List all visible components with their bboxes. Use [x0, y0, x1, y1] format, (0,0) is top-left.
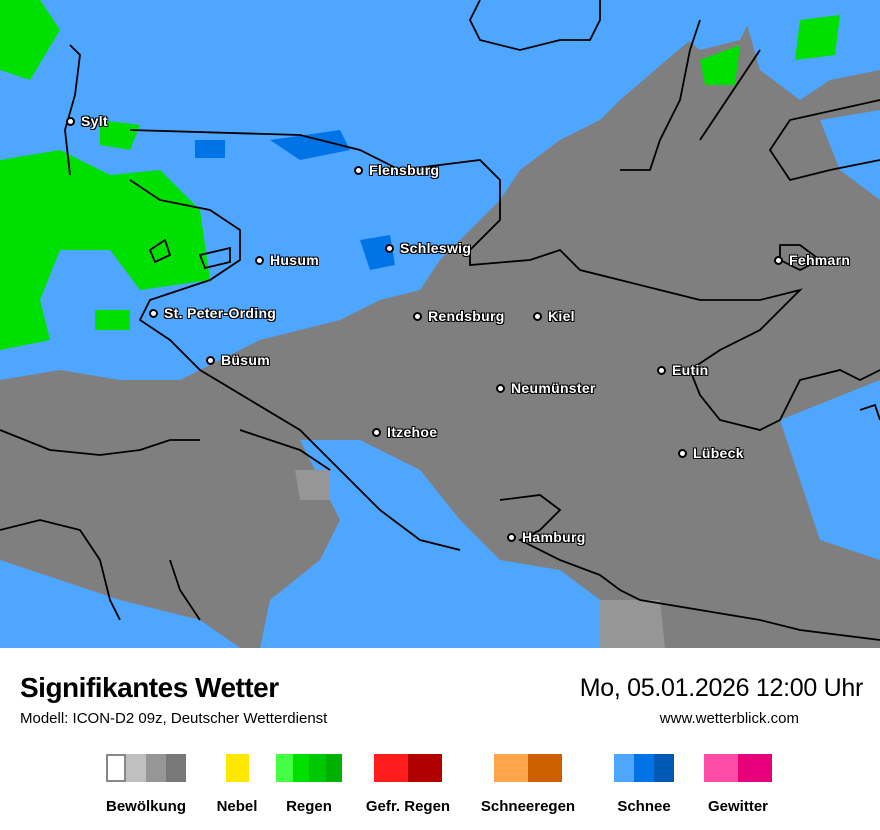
- legend-label: Gefr. Regen: [365, 798, 451, 815]
- legend-swatch: [325, 754, 342, 782]
- legend-swatch: [166, 754, 186, 782]
- city-dot: [774, 255, 783, 265]
- city-label: Schleswig: [400, 240, 472, 256]
- legend-swatch: [654, 754, 674, 782]
- legend-label: Schneeregen: [480, 798, 576, 815]
- legend-label: Bewölkung: [105, 798, 186, 815]
- legend-swatches: [604, 754, 684, 782]
- legend-swatch: [126, 754, 146, 782]
- city-label: Flensburg: [369, 162, 440, 178]
- legend-swatch: [146, 754, 166, 782]
- coastline: [0, 0, 880, 641]
- city-marker: Husum: [255, 252, 319, 268]
- rain-area: [0, 0, 840, 350]
- legend-item-gewitter: Gewitter: [698, 754, 778, 815]
- model-info: Modell: ICON-D2 09z, Deutscher Wetterdie…: [20, 710, 328, 727]
- legend-swatch: [106, 754, 126, 782]
- city-label: Büsum: [221, 352, 270, 368]
- legend-swatch: [276, 754, 293, 782]
- legend-item-regen: Regen: [276, 754, 342, 815]
- legend-item-bewoelkung: Bewölkung: [100, 754, 192, 815]
- city-marker: Itzehoe: [372, 424, 437, 440]
- legend-label: Schnee: [617, 798, 671, 815]
- light-cloud-area: [295, 470, 665, 648]
- legend-swatch: [408, 754, 442, 782]
- city-marker: Neumünster: [496, 380, 596, 396]
- legend-swatch: [528, 754, 562, 782]
- weather-map: [0, 0, 880, 648]
- city-dot: [255, 255, 264, 265]
- city-dot: [413, 311, 422, 321]
- website-link: www.wetterblick.com: [659, 710, 799, 727]
- legend-swatch: [738, 754, 772, 782]
- city-label: Fehmarn: [789, 252, 851, 268]
- legend-swatch: [309, 754, 326, 782]
- city-dot: [206, 355, 215, 365]
- legend-item-schneeregen: Schneeregen: [470, 754, 586, 815]
- legend-swatches: [356, 754, 460, 782]
- legend-swatches: [206, 754, 268, 782]
- city-label: Kiel: [548, 308, 575, 324]
- city-dot: [66, 116, 75, 126]
- city-label: Eutin: [672, 362, 709, 378]
- city-marker: Schleswig: [385, 240, 471, 256]
- city-label: Hamburg: [522, 529, 586, 545]
- legend-swatch: [374, 754, 408, 782]
- legend-swatch: [614, 754, 634, 782]
- city-label: Sylt: [81, 113, 108, 129]
- legend-item-gefr-regen: Gefr. Regen: [356, 754, 460, 815]
- city-label: Neumünster: [511, 380, 596, 396]
- legend-swatch: [634, 754, 654, 782]
- city-dot: [149, 308, 158, 318]
- city-label: Husum: [270, 252, 319, 268]
- city-label: St. Peter-Ording: [164, 305, 277, 321]
- legend-swatches: [470, 754, 586, 782]
- legend-swatches: [276, 754, 342, 782]
- legend-label: Regen: [286, 798, 332, 815]
- legend-label: Gewitter: [707, 798, 768, 815]
- legend-swatches: [698, 754, 778, 782]
- city-marker: Rendsburg: [413, 308, 505, 324]
- city-marker: Büsum: [206, 352, 270, 368]
- city-marker: St. Peter-Ording: [149, 305, 276, 321]
- city-dot: [507, 532, 516, 542]
- legend-swatch: [225, 754, 249, 782]
- city-label: Itzehoe: [387, 424, 438, 440]
- map-footer: Signifikantes Wetter Modell: ICON-D2 09z…: [0, 648, 880, 830]
- city-dot: [354, 165, 363, 175]
- forecast-datetime: Mo, 05.01.2026 12:00 Uhr: [579, 674, 864, 702]
- city-marker: Lübeck: [678, 445, 744, 461]
- city-label: Lübeck: [693, 445, 744, 461]
- city-dot: [372, 427, 381, 437]
- city-marker: Hamburg: [507, 529, 586, 545]
- city-marker: Kiel: [533, 308, 575, 324]
- legend-item-nebel: Nebel: [206, 754, 268, 815]
- legend-swatch: [494, 754, 528, 782]
- city-dot: [657, 365, 666, 375]
- city-dot: [678, 448, 687, 458]
- city-dot: [533, 311, 542, 321]
- city-dot: [496, 383, 505, 393]
- legend-label: Nebel: [216, 798, 258, 815]
- legend: Bewölkung Nebel Regen Gefr. Regen Schnee…: [0, 754, 880, 815]
- city-marker: Fehmarn: [774, 252, 850, 268]
- city-dot: [385, 243, 394, 253]
- city-marker: Sylt: [66, 113, 108, 129]
- city-marker: Flensburg: [354, 162, 439, 178]
- legend-swatch: [704, 754, 738, 782]
- city-marker: Eutin: [657, 362, 709, 378]
- map-title: Signifikantes Wetter: [20, 672, 279, 703]
- legend-swatches: [100, 754, 192, 782]
- city-label: Rendsburg: [428, 308, 505, 324]
- legend-swatch: [292, 754, 309, 782]
- legend-item-schnee: Schnee: [604, 754, 684, 815]
